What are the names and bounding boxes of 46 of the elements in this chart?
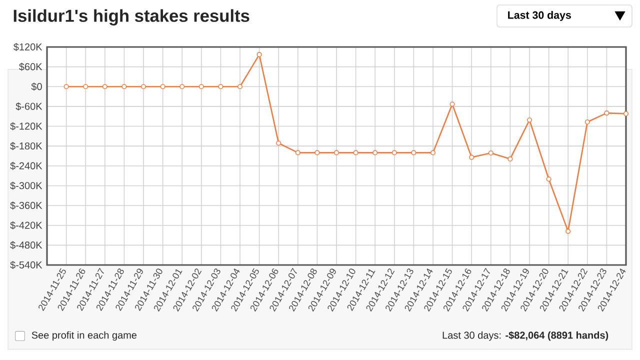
y-tick-label: $-300K <box>10 182 42 190</box>
y-tick-label: $-540K <box>10 260 42 270</box>
point <box>488 150 494 156</box>
chart-title: Isildur1's high stakes results <box>14 9 250 26</box>
point <box>180 84 185 90</box>
point <box>276 140 282 146</box>
y-tick-label: $0 <box>31 82 42 91</box>
text: Last 30 days <box>508 11 571 21</box>
point <box>604 110 610 116</box>
text: See profit in each game <box>32 331 137 341</box>
point <box>314 150 320 156</box>
y-tick-label: $-120K <box>10 122 42 130</box>
y-tick-label: $-60K <box>16 102 42 110</box>
point <box>218 84 224 90</box>
point <box>469 154 474 160</box>
point <box>450 102 455 107</box>
y-tick-label: $-420K <box>10 221 42 230</box>
y-tick-label: $-480K <box>10 241 42 250</box>
point <box>237 84 243 90</box>
point <box>64 84 69 90</box>
y-tick-label: $120K <box>13 42 42 52</box>
text: Last 30 days: -$82,064 (8891 hands) <box>442 331 608 341</box>
point <box>198 84 204 90</box>
point <box>566 228 571 234</box>
point <box>353 150 358 156</box>
y-tick-label: $-180K <box>10 142 42 150</box>
point <box>508 156 513 162</box>
point <box>122 84 127 90</box>
point <box>83 84 88 90</box>
y-tick-label: $-360K <box>10 201 42 210</box>
y-tick-label: $-240K <box>10 162 42 170</box>
point <box>623 111 629 116</box>
point <box>392 150 397 156</box>
point <box>546 176 552 182</box>
point <box>140 84 146 90</box>
point <box>372 150 378 156</box>
point <box>411 150 416 156</box>
point <box>256 52 262 58</box>
point <box>295 150 300 156</box>
point <box>526 117 532 123</box>
point <box>430 150 436 156</box>
point <box>334 150 340 156</box>
point <box>160 84 166 90</box>
point <box>584 119 590 125</box>
point <box>102 84 108 90</box>
y-tick-label: $60K <box>19 62 42 71</box>
